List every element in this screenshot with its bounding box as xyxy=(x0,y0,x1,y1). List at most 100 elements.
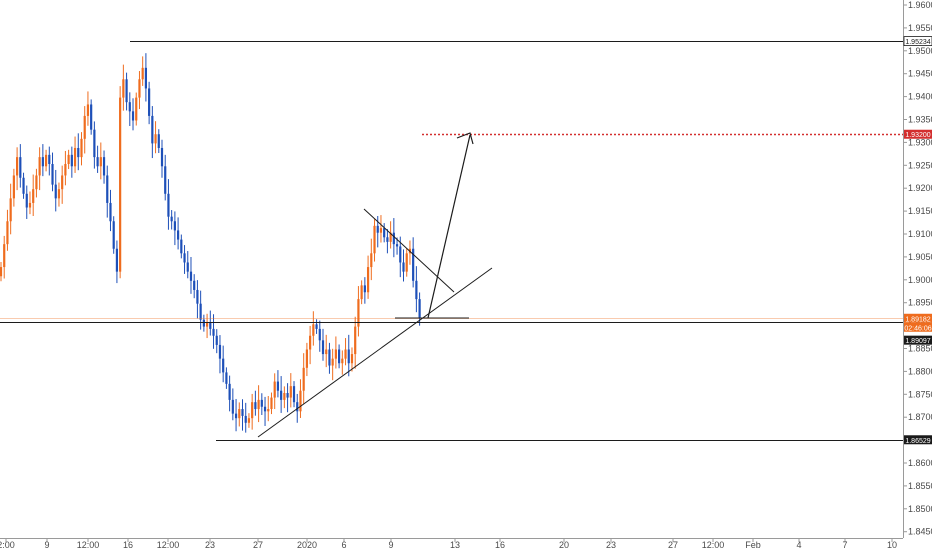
candle xyxy=(238,402,241,427)
time-tick-label: 2020 xyxy=(297,540,317,550)
candle xyxy=(383,223,386,243)
candlestick-series xyxy=(0,53,421,433)
candle xyxy=(44,149,48,172)
candle xyxy=(61,165,64,204)
candle xyxy=(234,398,238,432)
descending-trendline[interactable] xyxy=(363,208,455,293)
price-tick-label: 1.85000 xyxy=(908,504,932,514)
price-tick-label: 1.91500 xyxy=(908,206,932,216)
price-tick-label: 1.88000 xyxy=(908,366,932,376)
candle xyxy=(70,146,73,178)
candle xyxy=(112,216,115,254)
price-tick-label: 1.86000 xyxy=(908,458,932,468)
candle xyxy=(196,280,199,319)
time-tick-label: 27 xyxy=(668,540,678,550)
candle xyxy=(135,92,138,126)
svg-text:1.95234: 1.95234 xyxy=(905,39,930,46)
candle xyxy=(305,342,308,377)
time-tick-label: 9 xyxy=(388,540,393,550)
candle xyxy=(263,396,267,426)
candle xyxy=(16,147,19,191)
candle xyxy=(325,334,328,368)
candle xyxy=(251,393,254,430)
time-tick-label: 13 xyxy=(450,540,460,550)
price-tick-label: 1.92500 xyxy=(908,160,932,170)
candle xyxy=(6,209,9,251)
price-tick-label: 1.87500 xyxy=(908,389,932,399)
candle xyxy=(379,215,383,243)
ascending-trendline[interactable] xyxy=(257,267,493,438)
price-tick-label: 1.93500 xyxy=(908,115,932,125)
candle xyxy=(173,211,176,246)
candle xyxy=(131,98,135,131)
candle xyxy=(395,237,399,255)
candle xyxy=(109,189,112,232)
candle xyxy=(170,210,173,230)
candle xyxy=(64,150,67,186)
price-tag-resistance: 1.95234 xyxy=(903,36,932,46)
candle xyxy=(12,168,15,207)
price-tick-label: 1.87000 xyxy=(908,412,932,422)
svg-text:1.89182: 1.89182 xyxy=(905,316,930,323)
time-tick-label: 6 xyxy=(341,540,346,550)
candle xyxy=(25,185,28,219)
candle xyxy=(141,56,144,86)
price-axis[interactable]: 1.96000 1.95500 1.95000 1.94500 1.94000 1.935… xyxy=(903,0,932,537)
candle xyxy=(257,385,260,423)
candle xyxy=(309,325,312,365)
price-tick-label: 1.93000 xyxy=(908,137,932,147)
candle xyxy=(119,86,122,279)
time-axis[interactable]: 2:00 9 12:00 16 12:00 23 27 2020 6 9 13 16 20 23 27 12:… xyxy=(0,538,897,550)
candle xyxy=(193,274,196,299)
candle xyxy=(164,154,167,201)
time-tick-label: 9 xyxy=(44,540,49,550)
candle xyxy=(267,395,270,422)
trend-drawings[interactable] xyxy=(257,132,493,438)
price-tag-target: 1.93200 xyxy=(904,129,932,139)
candle xyxy=(99,142,102,180)
price-tag-current-price: 1.89182 xyxy=(904,313,932,323)
candle xyxy=(157,129,160,154)
time-tick-label: Feb xyxy=(745,540,761,550)
candle xyxy=(344,338,347,366)
candle xyxy=(341,350,344,375)
candle xyxy=(260,393,263,415)
candle xyxy=(38,147,41,191)
candle xyxy=(160,139,164,178)
candle xyxy=(122,64,125,111)
price-tag-countdown: 02:46:06 xyxy=(904,322,932,332)
candle xyxy=(389,221,392,249)
candle xyxy=(334,336,337,369)
candle xyxy=(28,191,32,215)
price-tag-support-low: 1.86529 xyxy=(904,435,932,445)
candle xyxy=(412,237,415,288)
price-tick-label: 1.89500 xyxy=(908,298,932,308)
price-tick-label: 1.95500 xyxy=(908,23,932,33)
candle xyxy=(138,71,141,110)
projection-arrow[interactable] xyxy=(427,132,474,319)
candle xyxy=(148,81,151,125)
candle xyxy=(302,353,305,404)
candle xyxy=(254,390,257,416)
candle xyxy=(312,311,315,346)
time-tick-label: 12:00 xyxy=(77,540,100,550)
time-tick-label: 10 xyxy=(887,540,897,550)
candle xyxy=(102,150,106,184)
price-tags: 1.95234 1.93200 1.89182 02:46:06 1.89097 1.86… xyxy=(903,36,932,445)
candle xyxy=(186,251,189,279)
price-tick-label: 1.94500 xyxy=(908,69,932,79)
candle xyxy=(270,392,273,415)
candle xyxy=(35,168,38,198)
candle xyxy=(283,386,286,409)
candle xyxy=(292,381,296,408)
candle xyxy=(360,280,363,305)
candle xyxy=(299,379,302,418)
candle xyxy=(151,106,154,159)
candle xyxy=(363,277,366,304)
candle xyxy=(19,144,22,188)
candle xyxy=(9,183,12,235)
candle xyxy=(106,165,109,218)
candle xyxy=(202,314,205,332)
candle xyxy=(386,229,389,254)
